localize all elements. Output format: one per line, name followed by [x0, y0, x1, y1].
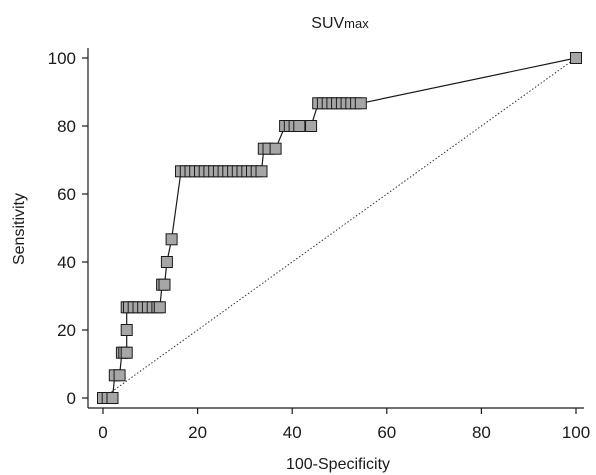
roc-point-20 [160, 256, 173, 268]
roc-point-8 [120, 324, 133, 336]
roc-point-39 [255, 165, 268, 178]
roc-points [97, 52, 582, 404]
x-tick-label-2: 40 [283, 423, 302, 442]
y-tick-label-3: 60 [57, 185, 76, 204]
y-axis-title: Sensitivity [11, 193, 28, 265]
y-tick-label-5: 100 [48, 49, 76, 68]
y-tick-label-2: 40 [57, 253, 76, 272]
y-tick-label-1: 20 [57, 321, 76, 340]
roc-point-21 [165, 233, 178, 246]
chart-title: SUVmax [311, 15, 369, 32]
x-tick-label-5: 100 [562, 423, 590, 442]
chart-title-main: SUV [311, 15, 344, 32]
y-tick-label-0: 0 [67, 389, 76, 408]
reference-line-layer [102, 57, 577, 399]
roc-point-19 [158, 278, 171, 291]
roc-point-57 [354, 97, 367, 110]
roc-point-46 [293, 120, 306, 132]
chart-title-sub: max [344, 16, 369, 31]
axes [82, 48, 584, 414]
roc-point-17 [153, 301, 166, 314]
roc-point-2 [106, 392, 119, 404]
x-axis-title: 100-Specificity [286, 456, 390, 473]
x-tick-label-1: 20 [188, 423, 207, 442]
x-tick-label-4: 80 [472, 423, 491, 442]
x-tick-label-0: 0 [98, 423, 107, 442]
tick-labels: 0 20 40 60 80 100 0 20 40 60 80 100 [48, 49, 591, 442]
roc-point-47 [305, 120, 318, 132]
roc-point-7 [120, 346, 133, 359]
roc-point-4 [113, 369, 126, 382]
y-tick-label-4: 80 [57, 117, 76, 136]
reference-diagonal-line [102, 57, 577, 399]
roc-point-42 [269, 142, 282, 155]
roc-point-58 [570, 52, 582, 64]
x-tick-label-3: 60 [377, 423, 396, 442]
